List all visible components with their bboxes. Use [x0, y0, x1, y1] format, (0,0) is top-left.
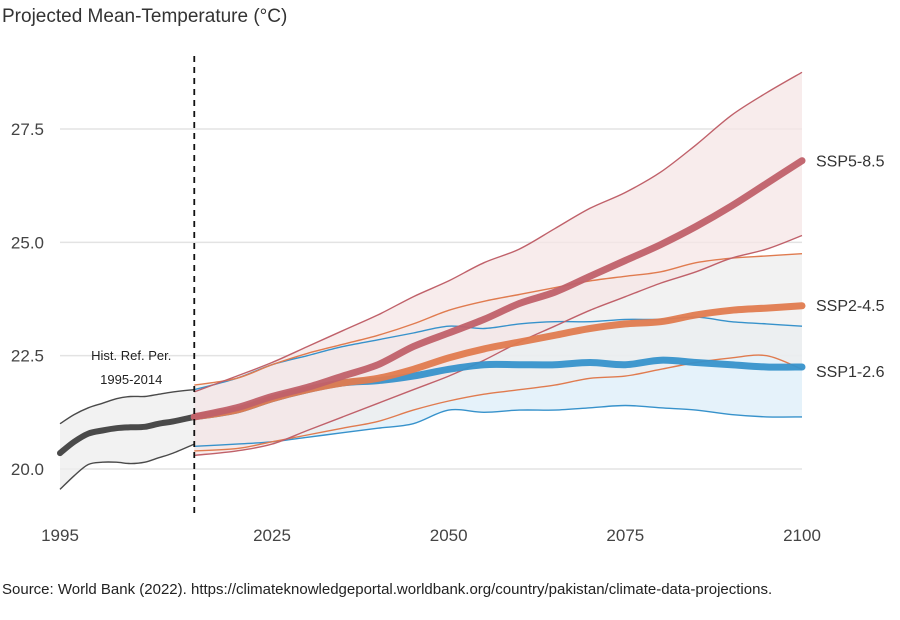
chart-canvas: Hist. Ref. Per. 1995-2014 20.0 22.5 25.0 27.…	[11, 56, 885, 545]
reference-period-label-line1: Hist. Ref. Per.	[91, 348, 171, 363]
historical-mean-line	[57, 413, 198, 457]
chart-title: Projected Mean-Temperature (°C)	[2, 6, 288, 27]
historical-band	[60, 389, 195, 490]
series-labels: SSP1-2.6 SSP2-4.5 SSP5-8.5	[816, 154, 885, 381]
y-tick-label: 22.5	[11, 347, 44, 366]
ssp5-8-5-upper-line	[194, 71, 803, 393]
reference-period-label-line2: 1995-2014	[100, 372, 162, 387]
source-note: Source: World Bank (2022). https://clima…	[2, 581, 773, 598]
historical-lower-line	[59, 443, 195, 490]
x-tick-label: 2025	[253, 526, 291, 545]
y-tick-label: 20.0	[11, 460, 44, 479]
x-tick-label: 1995	[41, 526, 79, 545]
reference-period: Hist. Ref. Per. 1995-2014	[91, 56, 196, 515]
mean-lines	[57, 157, 806, 457]
series-label-ssp2-4-5: SSP2-4.5	[816, 298, 885, 315]
ssp5-8-5-mean-line	[190, 157, 806, 421]
series-label-ssp5-8-5: SSP5-8.5	[816, 154, 885, 171]
ssp5-8-5-lower-line	[194, 234, 803, 457]
x-tick-label: 2075	[606, 526, 644, 545]
ssp2-4-5-upper-line	[194, 253, 803, 386]
uncertainty-bands	[60, 72, 803, 490]
historical-upper-line	[59, 389, 195, 425]
x-tick-label: 2050	[430, 526, 468, 545]
ssp1-2-6-lower-line	[194, 404, 803, 447]
ssp5-8-5-band	[194, 72, 803, 456]
y-tick-label: 27.5	[11, 120, 44, 139]
y-tick-label: 25.0	[11, 233, 44, 252]
x-tick-label: 2100	[783, 526, 821, 545]
axis-ticks: 20.0 22.5 25.0 27.5 1995 2025 2050 2075 2100	[11, 120, 821, 545]
series-label-ssp1-2-6: SSP1-2.6	[816, 364, 885, 381]
